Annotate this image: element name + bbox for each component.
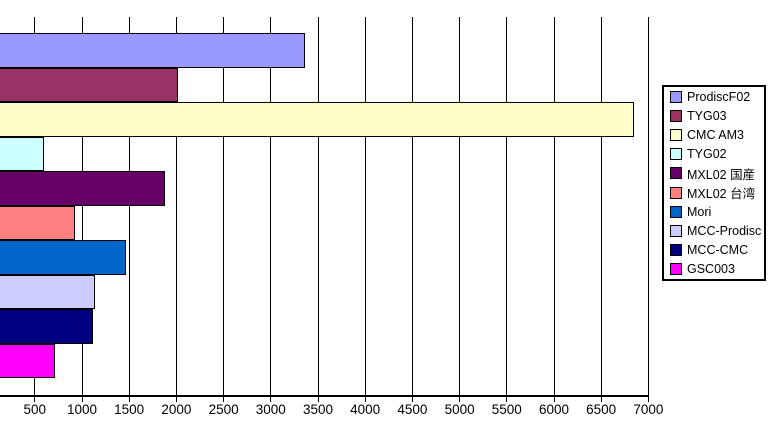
bar — [0, 343, 56, 378]
legend-label: Mori — [687, 204, 712, 219]
x-axis-tick-label: 1500 — [114, 402, 145, 417]
x-axis-tick-label: 6000 — [538, 402, 570, 417]
bar — [0, 67, 179, 102]
x-axis-tick — [459, 397, 461, 402]
x-axis-tick-label: 6500 — [586, 402, 617, 417]
legend-label: MCC-CMC — [687, 243, 749, 258]
x-axis-tick-label: 1000 — [66, 402, 98, 417]
legend-swatch — [670, 148, 682, 161]
x-axis-tick — [553, 397, 555, 402]
bar — [0, 102, 635, 137]
x-axis-tick-label: 4500 — [397, 402, 428, 417]
legend-entry: MXL02 台湾 — [670, 183, 764, 202]
legend-label: MXL02 国産 — [687, 167, 756, 182]
bar — [0, 33, 305, 68]
legend-swatch — [670, 263, 682, 276]
x-axis-tick — [34, 397, 36, 402]
legend-entry: MCC-CMC — [670, 241, 764, 260]
legend-swatch — [670, 186, 682, 199]
x-axis-tick-label: 2500 — [208, 402, 239, 417]
x-axis-tick — [364, 397, 366, 402]
vertical-gridline — [411, 17, 413, 395]
legend-label: TYG02 — [687, 147, 727, 162]
x-axis-tick-label: 5500 — [491, 402, 522, 417]
vertical-gridline — [270, 17, 272, 395]
vertical-gridline — [223, 17, 225, 395]
bar — [0, 171, 166, 206]
legend-swatch — [670, 109, 682, 122]
legend-swatch — [670, 128, 682, 141]
bar — [0, 205, 76, 240]
x-axis-tick-label: 2000 — [161, 402, 192, 417]
legend-label: ProdiscF02 — [687, 89, 751, 104]
bar — [0, 240, 127, 275]
legend-swatch — [670, 167, 682, 180]
x-axis-tick — [270, 397, 272, 402]
vertical-gridline — [600, 17, 602, 395]
x-axis-tick — [506, 397, 508, 402]
legend-entry: TYG02 — [670, 145, 764, 164]
x-axis-tick — [647, 397, 649, 402]
legend-label: CMC AM3 — [687, 127, 744, 142]
vertical-gridline — [459, 17, 461, 395]
x-axis-line — [0, 395, 649, 397]
x-axis-tick — [175, 397, 177, 402]
legend-entry: GSC003 — [670, 260, 764, 279]
x-axis-tick — [411, 397, 413, 402]
legend-label: MXL02 台湾 — [687, 187, 756, 202]
bar — [0, 309, 94, 344]
x-axis-tick-label: 3500 — [302, 402, 334, 417]
legend-label: MCC-Prodisc — [687, 223, 762, 238]
x-axis-tick — [317, 397, 319, 402]
legend-entry: CMC AM3 — [670, 125, 764, 144]
legend-label: TYG03 — [687, 108, 727, 123]
legend-swatch — [670, 224, 682, 237]
legend-entry: MXL02 国産 — [670, 164, 764, 183]
vertical-gridline — [128, 17, 130, 395]
x-axis-tick — [81, 397, 83, 402]
legend-swatch — [670, 244, 682, 257]
vertical-gridline — [647, 17, 649, 395]
legend: ProdiscF02 TYG03 CMC AM3 TYG02 MXL02 国産 MXL02… — [662, 85, 766, 281]
vertical-gridline — [553, 17, 555, 395]
x-axis-tick-label: 500 — [23, 402, 47, 417]
legend-entry: TYG03 — [670, 106, 764, 125]
x-axis-tick — [223, 397, 225, 402]
x-axis-tick-label: 7000 — [633, 402, 664, 417]
x-axis-tick-label: 3000 — [255, 402, 286, 417]
x-axis-tick-label: 4000 — [350, 402, 381, 417]
bar — [0, 274, 96, 309]
legend-label: GSC003 — [687, 262, 735, 277]
x-axis-tick — [128, 397, 130, 402]
vertical-gridline — [81, 17, 83, 395]
legend-entry: MCC-Prodisc — [670, 221, 764, 240]
vertical-gridline — [317, 17, 319, 395]
vertical-gridline — [175, 17, 177, 395]
vertical-gridline — [364, 17, 366, 395]
legend-entry: Mori — [670, 202, 764, 221]
legend-swatch — [670, 205, 682, 218]
legend-entry: ProdiscF02 — [670, 87, 764, 106]
x-axis-tick-label: 5000 — [444, 402, 475, 417]
vertical-gridline — [506, 17, 508, 395]
bar — [0, 136, 45, 171]
x-axis-tick — [600, 397, 602, 402]
legend-swatch — [670, 90, 682, 103]
